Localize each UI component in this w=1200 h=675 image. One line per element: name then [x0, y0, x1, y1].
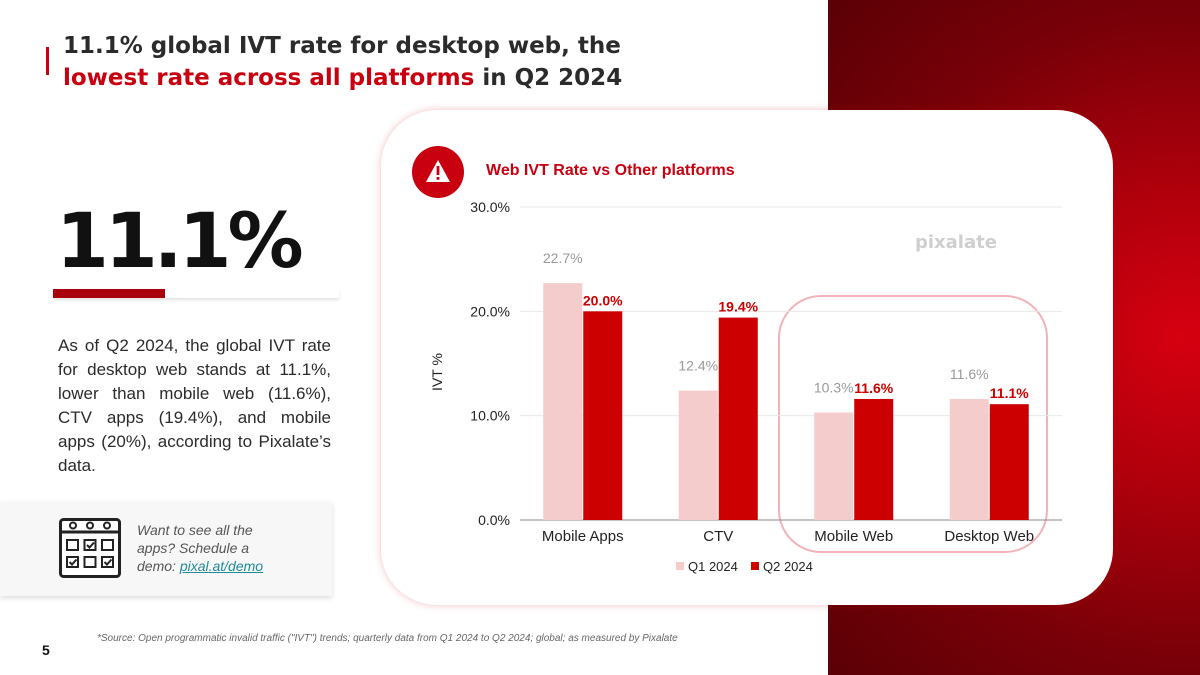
page-title: 11.1% global IVT rate for desktop web, t…: [63, 30, 783, 94]
page-number: 5: [42, 642, 50, 658]
pixalate-watermark: pixalate: [915, 232, 997, 253]
bar-q2: [718, 317, 758, 520]
title-line2: in Q2 2024: [474, 65, 623, 91]
source-footnote: *Source: Open programmatic invalid traff…: [97, 633, 678, 644]
cta-label: Want to see all the apps? Schedule a dem…: [137, 522, 253, 574]
bar-data-label: 11.6%: [854, 380, 893, 396]
description-text: As of Q2 2024, the global IVT rate for d…: [58, 336, 331, 475]
big-stat-value: 11.1%: [56, 196, 304, 285]
y-tick-label: 0.0%: [478, 512, 510, 528]
bar-data-label: 22.7%: [543, 250, 583, 266]
bar-q1: [949, 398, 989, 520]
title-line1: 11.1% global IVT rate for desktop web, t…: [63, 33, 621, 59]
legend-label: Q2 2024: [763, 559, 813, 574]
warning-icon: [412, 146, 464, 198]
title-accent-bar: [46, 47, 49, 75]
bar-q1: [678, 390, 718, 520]
bar-q2: [583, 311, 623, 520]
legend-label: Q1 2024: [688, 559, 738, 574]
bar-data-label: 12.4%: [678, 358, 718, 374]
bar-q2: [989, 404, 1029, 520]
bar-data-label: 10.3%: [814, 380, 854, 396]
y-tick-label: 20.0%: [470, 303, 510, 319]
bar-data-label: 11.1%: [990, 385, 1029, 401]
cta-box: [0, 502, 332, 596]
calendar-icon: [59, 518, 121, 578]
demo-link[interactable]: pixal.at/demo: [179, 558, 264, 574]
chart-title: Web IVT Rate vs Other platforms: [486, 162, 735, 179]
x-tick-label: Mobile Web: [814, 528, 893, 545]
legend-swatch: [676, 562, 684, 570]
x-tick-label: Mobile Apps: [542, 528, 624, 545]
bar-q2: [854, 398, 894, 520]
legend-swatch: [751, 562, 759, 570]
y-axis-label: IVT %: [429, 353, 445, 391]
y-tick-label: 30.0%: [470, 199, 510, 215]
bar-data-label: 20.0%: [583, 292, 623, 308]
bar-q1: [814, 412, 854, 520]
bar-data-label: 19.4%: [718, 299, 758, 315]
highlight-outline: [778, 295, 1048, 553]
x-tick-label: CTV: [703, 528, 733, 545]
stat-progress-bar: [53, 289, 339, 298]
bar-data-label: 11.6%: [950, 366, 989, 382]
cta-text: Want to see all the apps? Schedule a dem…: [137, 521, 287, 575]
stat-progress-fill: [53, 289, 165, 298]
bar-q1: [543, 283, 583, 520]
y-tick-label: 10.0%: [470, 408, 510, 424]
title-highlight: lowest rate across all platforms: [63, 65, 475, 91]
x-tick-label: Desktop Web: [944, 528, 1034, 545]
